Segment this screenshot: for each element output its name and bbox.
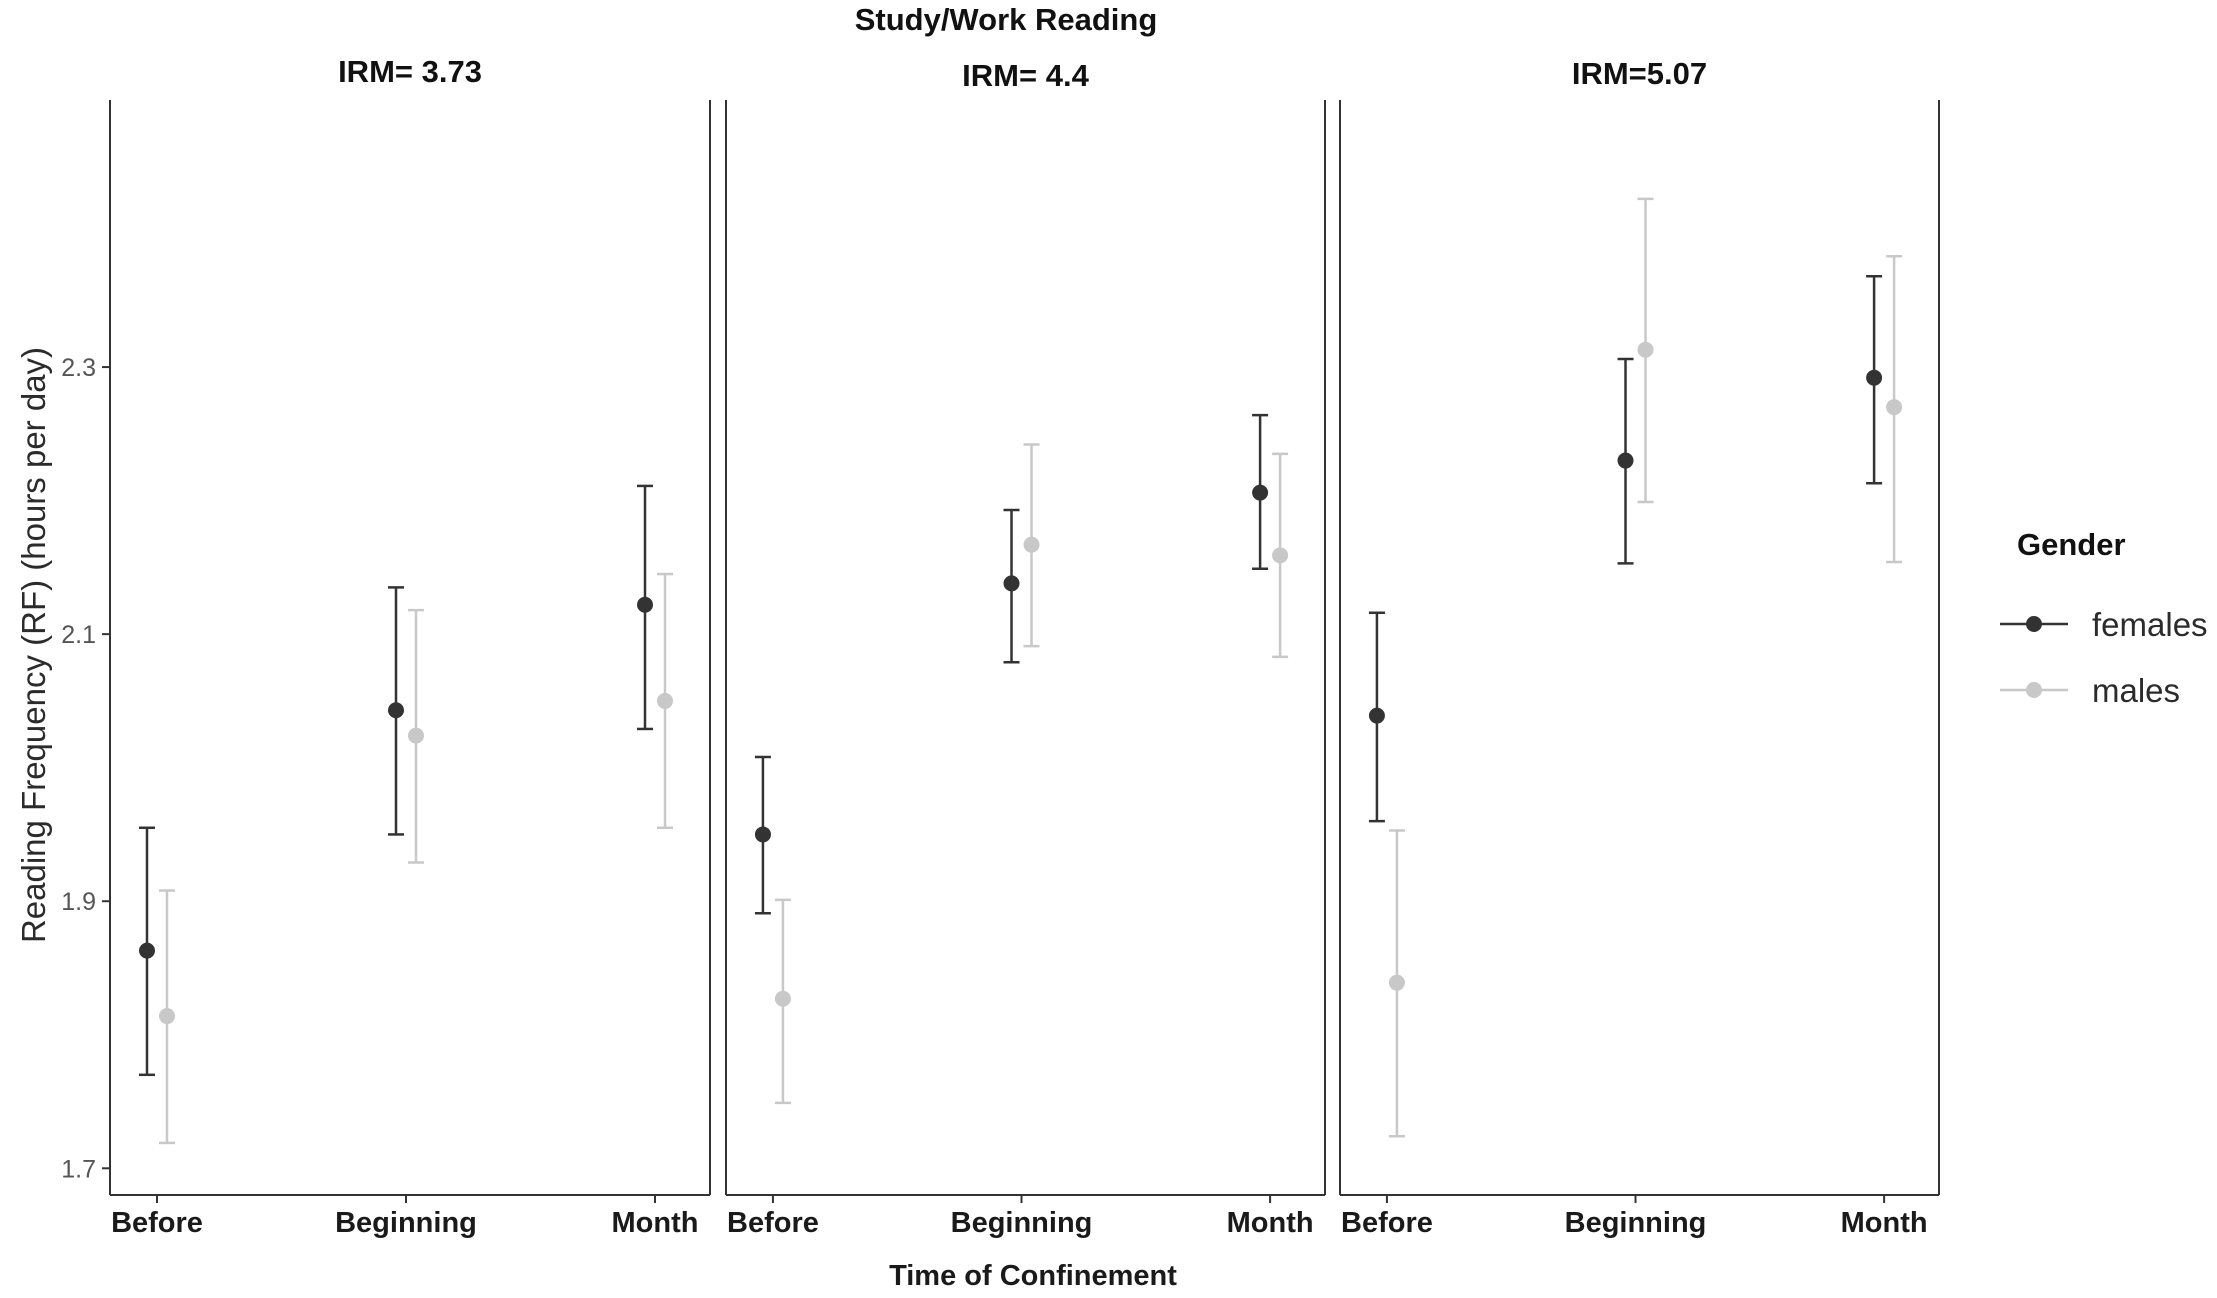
x-tick-label: Beginning	[951, 1207, 1093, 1239]
y-tick-label: 1.9	[61, 888, 96, 916]
females-point	[139, 942, 155, 959]
females-point	[1368, 707, 1385, 724]
males-point	[1637, 341, 1654, 358]
females-point	[388, 702, 404, 719]
males-point	[1388, 974, 1405, 991]
x-tick-label: Before	[1341, 1207, 1433, 1239]
females-legend-label: females	[2092, 606, 2208, 643]
legend-item-males: males	[2000, 672, 2180, 709]
chart-title: Study/Work Reading	[855, 2, 1158, 37]
legend-title: Gender	[2017, 527, 2126, 562]
females-point	[1866, 369, 1883, 386]
y-tick-label: 2.3	[61, 354, 96, 382]
panel-1: IRM= 3.73 1.7 1.9 2.1 2.3 Before Beginning Mont…	[61, 54, 711, 1239]
panel-title: IRM= 4.4	[962, 58, 1089, 93]
males-point	[657, 692, 673, 709]
x-tick-label: Beginning	[1565, 1207, 1707, 1239]
panel-3: IRM=5.07 Before Beginning Month	[1339, 56, 1940, 1239]
females-point	[637, 596, 653, 613]
y-tick-label: 1.7	[61, 1155, 96, 1183]
legend: females males	[2000, 606, 2208, 709]
males-point	[774, 990, 791, 1007]
males-point	[408, 727, 424, 744]
males-legend-label: males	[2092, 672, 2180, 709]
males-point	[159, 1008, 175, 1025]
panel-title: IRM= 3.73	[338, 54, 482, 89]
females-point	[1252, 484, 1269, 501]
x-tick-label: Before	[111, 1207, 203, 1239]
x-tick-label: Beginning	[335, 1207, 477, 1239]
panels-layer: IRM= 3.73 1.7 1.9 2.1 2.3 Before Beginning Mont…	[61, 54, 1940, 1239]
males-point	[1272, 547, 1289, 564]
females-point	[754, 826, 771, 843]
panel-2: IRM= 4.4 Before Beginning Month	[725, 58, 1326, 1239]
x-tick-label: Before	[727, 1207, 819, 1239]
legend-item-females: females	[2000, 606, 2208, 643]
x-tick-label: Month	[1227, 1207, 1314, 1239]
females-legend-point	[2026, 616, 2042, 632]
males-legend-point	[2026, 682, 2042, 698]
females-point	[1617, 452, 1634, 469]
x-axis-label: Time of Confinement	[889, 1260, 1177, 1292]
y-tick-label: 2.1	[61, 621, 96, 649]
females-point	[1003, 575, 1020, 592]
males-point	[1023, 536, 1040, 553]
y-axis-label: Reading Frequency (RF) (hours per day)	[15, 347, 52, 943]
panel-title: IRM=5.07	[1572, 56, 1707, 91]
x-tick-label: Month	[612, 1207, 699, 1239]
x-tick-label: Month	[1841, 1207, 1928, 1239]
males-point	[1886, 399, 1903, 416]
